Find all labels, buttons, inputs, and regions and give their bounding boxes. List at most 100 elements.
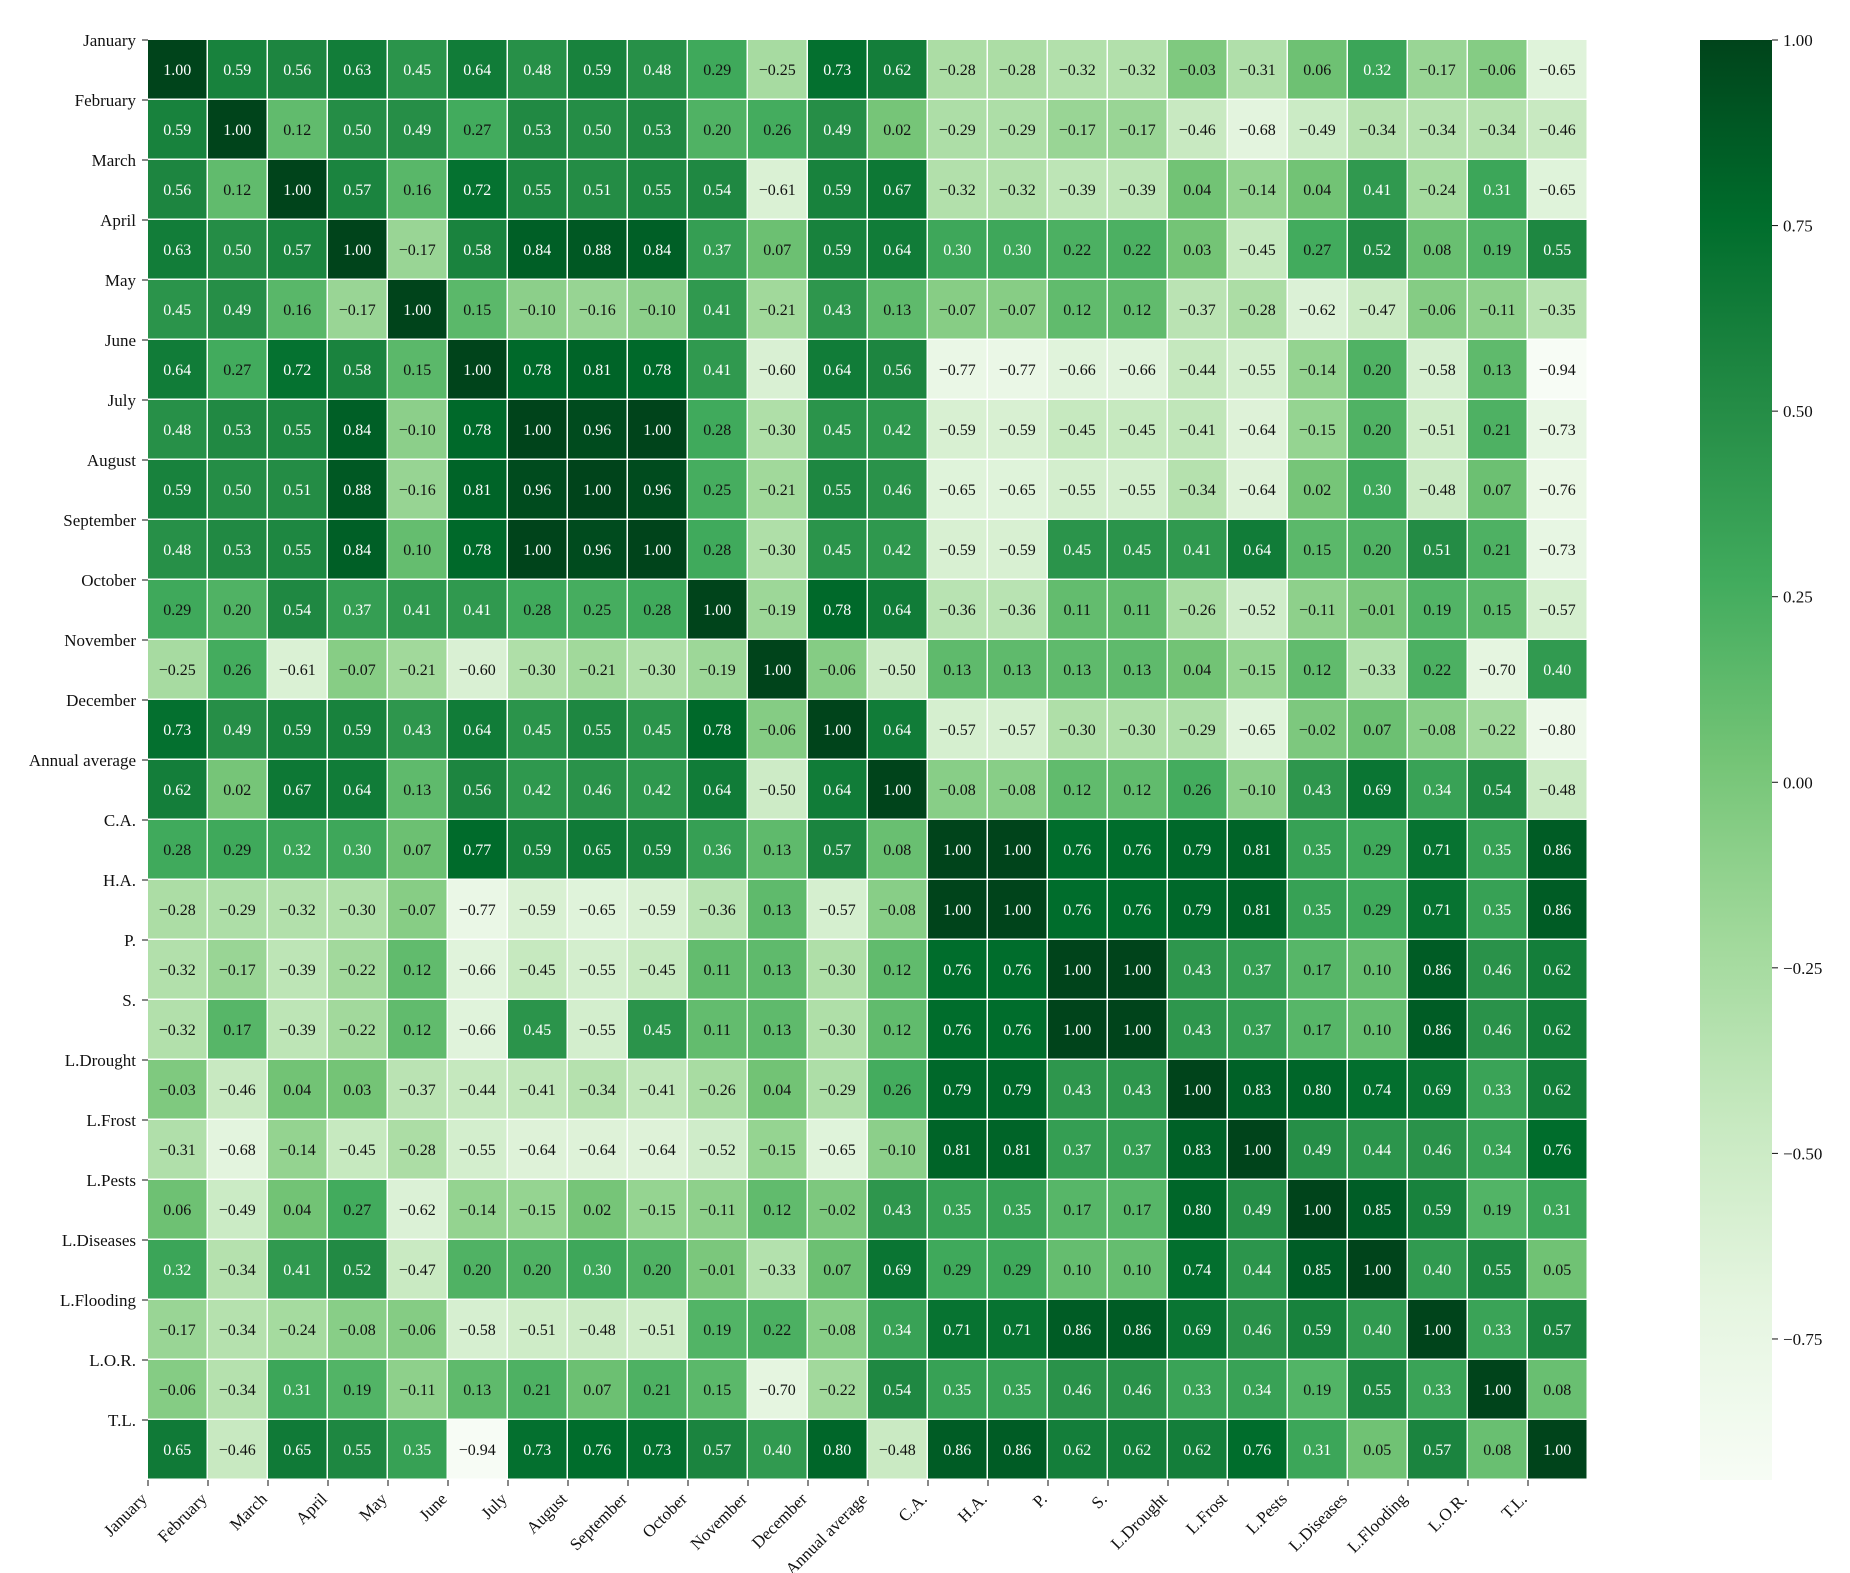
heatmap-cell [808, 760, 867, 819]
cell-value-label: 1.00 [523, 542, 551, 559]
heatmap-cell [1408, 1360, 1467, 1419]
cell-value-label: −0.80 [1539, 722, 1576, 739]
heatmap-cell [688, 940, 747, 999]
cell-value-label: 0.59 [643, 842, 671, 859]
cell-value-label: 0.59 [823, 182, 851, 199]
cell-value-label: 0.12 [883, 962, 911, 979]
heatmap-cell [868, 100, 927, 159]
heatmap-cell [208, 640, 267, 699]
colorbar: 1.00 0.75 0.50 0.25 0.00 −0.25 −0.50 −0.75 [1700, 31, 1822, 1480]
heatmap-cell [988, 1060, 1047, 1119]
heatmap-cell [1228, 40, 1287, 99]
heatmap-cell [1468, 160, 1527, 219]
cell-value-label: 0.71 [943, 1322, 971, 1339]
cell-value-label: −0.08 [939, 782, 976, 799]
heatmap-cell [1348, 100, 1407, 159]
heatmap-cell [388, 520, 447, 579]
cell-value-label: 0.08 [1423, 242, 1451, 259]
heatmap-cell [868, 280, 927, 339]
heatmap-cell [748, 640, 807, 699]
cell-value-label: 0.77 [463, 842, 491, 859]
heatmap-cell [568, 220, 627, 279]
cell-value-label: 0.22 [1063, 242, 1091, 259]
cell-value-label: 0.50 [343, 122, 371, 139]
y-tick-label-november: November [64, 631, 136, 650]
cell-value-label: −0.17 [219, 962, 256, 979]
heatmap-cell [748, 580, 807, 639]
heatmap-cell [568, 1300, 627, 1359]
cell-value-label: 0.26 [763, 122, 791, 139]
cell-value-label: 0.04 [283, 1202, 311, 1219]
cell-value-label: −0.37 [399, 1082, 436, 1099]
cell-value-label: 0.44 [1243, 1262, 1271, 1279]
heatmap-cell [508, 1000, 567, 1059]
cell-value-label: −0.10 [519, 302, 556, 319]
cell-value-label: −0.45 [1059, 422, 1096, 439]
cell-value-label: −0.32 [1119, 62, 1156, 79]
heatmap-cell [208, 880, 267, 939]
cell-value-label: 0.80 [823, 1442, 851, 1459]
heatmap-cell [448, 1300, 507, 1359]
heatmap-cell [1228, 460, 1287, 519]
heatmap-cell [148, 340, 207, 399]
y-tick-label-february: February [75, 91, 137, 110]
heatmap-cell [988, 460, 1047, 519]
cell-value-label: −0.10 [1239, 782, 1276, 799]
heatmap-cell [1468, 820, 1527, 879]
cell-value-label: 1.00 [1483, 1382, 1511, 1399]
heatmap-cell [688, 640, 747, 699]
cell-value-label: −0.21 [399, 662, 436, 679]
x-tick-label-l-frost: L.Frost [1182, 1489, 1231, 1538]
cell-value-label: 1.00 [583, 482, 611, 499]
cell-value-label: 0.15 [403, 362, 431, 379]
heatmap-cell [1348, 760, 1407, 819]
heatmap-cell [568, 1120, 627, 1179]
heatmap-cell [1048, 1180, 1107, 1239]
cell-value-label: 0.79 [1183, 902, 1211, 919]
cell-value-label: −0.45 [519, 962, 556, 979]
cell-value-label: −0.59 [519, 902, 556, 919]
cell-value-label: 0.25 [583, 602, 611, 619]
heatmap-cell [148, 520, 207, 579]
cell-value-label: 0.20 [1363, 422, 1391, 439]
cell-value-label: −0.19 [759, 602, 796, 619]
cell-value-label: −0.19 [699, 662, 736, 679]
heatmap-cell [988, 580, 1047, 639]
cell-value-label: −0.66 [1119, 362, 1156, 379]
heatmap-cell [148, 640, 207, 699]
heatmap-cell [688, 40, 747, 99]
heatmap-cell [568, 1060, 627, 1119]
cell-value-label: 0.73 [163, 722, 191, 739]
heatmap-cell [688, 1300, 747, 1359]
cell-value-label: 0.43 [1183, 962, 1211, 979]
heatmap-cell [1408, 1120, 1467, 1179]
heatmap-cell [1528, 400, 1587, 459]
cell-value-label: 0.03 [343, 1082, 371, 1099]
cell-value-label: 0.37 [1123, 1142, 1151, 1159]
heatmap-cell [748, 1000, 807, 1059]
heatmap-cell [268, 40, 327, 99]
cell-value-label: 0.11 [1124, 602, 1151, 619]
heatmap-cell [148, 100, 207, 159]
cell-value-label: 0.43 [823, 302, 851, 319]
cell-value-label: 0.35 [1303, 842, 1331, 859]
y-tick-label-l-pests: L.Pests [86, 1171, 136, 1190]
heatmap-cell [1108, 1060, 1167, 1119]
heatmap-cell [448, 580, 507, 639]
heatmap-cell [448, 340, 507, 399]
heatmap-cell [628, 1000, 687, 1059]
heatmap-cell [1048, 1360, 1107, 1419]
cell-value-label: 1.00 [163, 62, 191, 79]
cell-value-label: 1.00 [703, 602, 731, 619]
cell-value-label: 0.07 [403, 842, 431, 859]
cell-value-label: 0.15 [463, 302, 491, 319]
heatmap-cell [388, 100, 447, 159]
cell-value-label: 1.00 [1123, 1022, 1151, 1039]
cell-value-label: 0.69 [1423, 1082, 1451, 1099]
heatmap-cell [1528, 1060, 1587, 1119]
cell-value-label: 0.30 [1363, 482, 1391, 499]
heatmap-cell [568, 700, 627, 759]
cell-value-label: 0.59 [1303, 1322, 1331, 1339]
cell-value-label: −0.64 [639, 1142, 676, 1159]
cell-value-label: 0.64 [463, 62, 491, 79]
